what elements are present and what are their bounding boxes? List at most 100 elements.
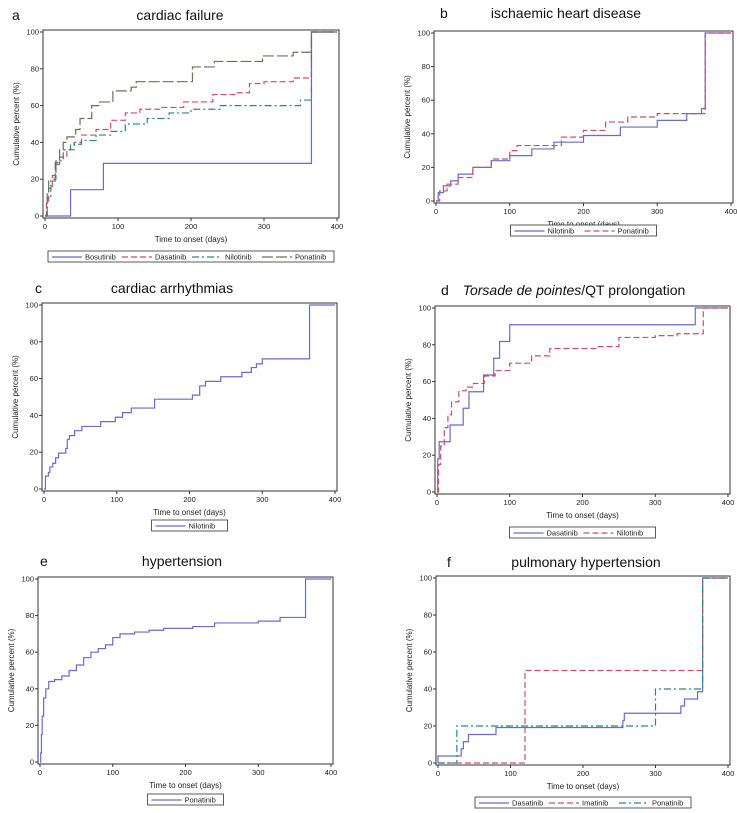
legend-label: Imatinib (582, 799, 608, 808)
chart-panel-d: d Torsade de pointes/QT prolongation 0 20 40… (404, 282, 735, 539)
legend-box (147, 793, 224, 806)
legend-label: Dasatinib (155, 253, 186, 262)
legend-label: Ponatinib (652, 799, 683, 808)
y-tick-label: 20 (424, 722, 432, 731)
series-line-nilotinib (436, 32, 731, 202)
y-axis-label: Cumulative percent (%) (12, 82, 21, 166)
chart-panel-e: e hypertension 0 20 40 60 80 100 0 100 200 300 400 Ti… (7, 553, 338, 806)
legend-box (510, 224, 657, 237)
x-tick-label: 300 (256, 495, 269, 504)
legend-label: Ponatinib (618, 227, 649, 236)
series-line-bosutinib (45, 31, 337, 217)
x-tick-label: 200 (577, 207, 590, 216)
plot-frame (37, 576, 334, 765)
chart-title-text: cardiac arrhythmias (111, 280, 233, 296)
y-tick-label: 100 (418, 304, 431, 313)
chart-panel-b: b ischaemic heart disease 0 20 40 60 80 100 0 100… (403, 5, 737, 237)
x-tick-label: 400 (329, 495, 342, 504)
chart-title: pulmonary hypertension (511, 554, 660, 570)
y-tick-label: 0 (426, 197, 430, 206)
x-tick-label: 400 (325, 768, 338, 777)
x-tick-label: 0 (38, 768, 42, 777)
y-axis-label: Cumulative percent (%) (7, 628, 16, 712)
legend: Nilotinib (151, 519, 228, 532)
x-tick-label: 300 (651, 207, 664, 216)
panel-letter: c (35, 280, 42, 296)
y-tick-label: 40 (26, 684, 34, 693)
y-axis-label: Cumulative percent (%) (11, 355, 20, 439)
chart-title: cardiac arrhythmias (111, 280, 233, 296)
y-tick-label: 40 (422, 129, 430, 138)
series-line-ponatinib (45, 31, 337, 217)
x-axis-label: Time to onset (days) (547, 220, 620, 229)
y-tick-label: 80 (424, 611, 432, 620)
y-tick-label: 100 (21, 575, 34, 584)
x-axis-label: Time to onset (days) (546, 511, 619, 520)
x-tick-label: 100 (110, 495, 123, 504)
y-tick-label: 60 (422, 96, 430, 105)
chart-title-text: ischaemic heart disease (491, 5, 641, 21)
legend-label: Ponatinib (185, 796, 216, 805)
series-line-nilotinib (45, 31, 337, 217)
x-tick-label: 100 (106, 768, 119, 777)
y-tick-label: 20 (30, 448, 38, 457)
legend-label: Nilotinib (548, 227, 575, 236)
panel-letter: e (40, 553, 48, 569)
x-axis-label: Time to onset (days) (547, 782, 620, 791)
y-tick-label: 0 (35, 212, 39, 221)
plot-frame (41, 302, 338, 492)
plot-frame (433, 30, 734, 204)
y-tick-label: 20 (423, 451, 431, 460)
x-tick-label: 100 (504, 769, 517, 778)
y-tick-label: 80 (422, 62, 430, 71)
x-tick-label: 0 (434, 207, 438, 216)
y-tick-label: 60 (423, 377, 431, 386)
y-tick-label: 40 (423, 414, 431, 423)
legend: Dasatinib Imatinib Ponatinib (474, 796, 692, 809)
chart-panel-c: c cardiac arrhythmias 0 20 40 60 80 100 0 100 200 3… (11, 280, 342, 532)
series-line-imatinib (438, 577, 728, 764)
x-tick-label: 0 (43, 222, 47, 231)
x-axis-label: Time to onset (days) (153, 508, 226, 517)
series-line-dasatinib (437, 307, 728, 493)
x-tick-label: 0 (42, 495, 46, 504)
x-tick-label: 400 (725, 207, 737, 216)
chart-title-text: hypertension (142, 553, 222, 569)
legend-label: Nilotinib (225, 253, 252, 262)
x-tick-label: 200 (185, 222, 198, 231)
chart-title: Torsade de pointes/QT prolongation (463, 282, 686, 298)
y-tick-label: 0 (34, 485, 38, 494)
legend-box (474, 796, 692, 809)
series-line-ponatinib (40, 578, 331, 763)
legend-box (151, 519, 228, 532)
y-tick-label: 40 (30, 411, 38, 420)
y-axis-label: Cumulative percent (%) (404, 358, 413, 442)
y-tick-label: 80 (26, 611, 34, 620)
x-tick-label: 300 (649, 498, 662, 507)
legend: Ponatinib (147, 793, 224, 806)
x-tick-label: 200 (183, 495, 196, 504)
y-tick-label: 20 (422, 163, 430, 172)
y-tick-label: 60 (30, 374, 38, 383)
y-tick-label: 60 (26, 648, 34, 657)
y-tick-label: 100 (419, 574, 432, 583)
y-tick-label: 100 (417, 29, 430, 38)
series-line-dasatinib (45, 31, 337, 217)
legend-box (509, 526, 656, 539)
y-tick-label: 20 (31, 175, 39, 184)
x-tick-label: 0 (436, 769, 440, 778)
legend: Bosutinib Dasatinib Nilotinib Ponatinib (47, 250, 335, 263)
x-tick-label: 400 (722, 769, 735, 778)
x-tick-label: 200 (577, 769, 590, 778)
series-line-nilotinib (437, 307, 728, 493)
legend-label: Nilotinib (189, 522, 216, 531)
x-tick-label: 400 (722, 498, 735, 507)
series-line-nilotinib (44, 304, 335, 490)
legend: Dasatinib Nilotinib (509, 526, 656, 539)
y-tick-label: 40 (31, 138, 39, 147)
legend-label: Nilotinib (617, 529, 644, 538)
legend-label: Dasatinib (547, 529, 578, 538)
chart-title: hypertension (142, 553, 222, 569)
y-axis-label: Cumulative percent (%) (403, 75, 412, 159)
